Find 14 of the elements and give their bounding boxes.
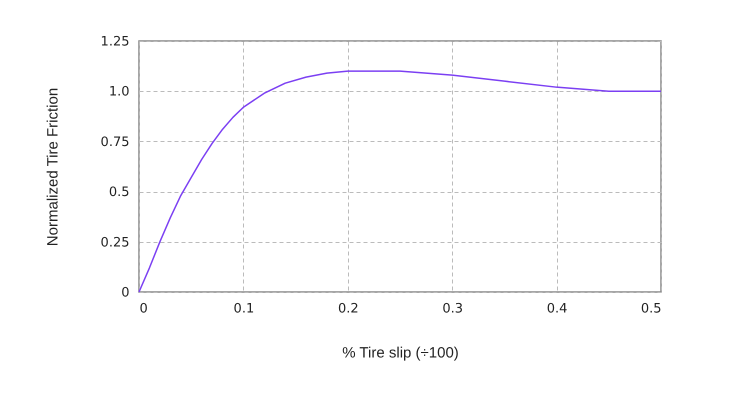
y-tick-label: 0.5 <box>108 185 130 200</box>
x-tick-label: 0.1 <box>234 302 254 316</box>
x-tick-label: 0.2 <box>338 302 359 316</box>
y-tick-label: 1.25 <box>100 34 130 50</box>
x-axis-title: % Tire slip (÷100) <box>342 344 459 362</box>
y-tick-label: 0 <box>121 286 130 300</box>
x-tick-label: 0.5 <box>640 302 662 316</box>
y-tick-label: 0.75 <box>100 134 130 150</box>
x-tick-label: 0.4 <box>546 302 568 316</box>
y-tick-label: 1.0 <box>108 84 130 100</box>
x-tick-label: 0.3 <box>442 302 464 316</box>
y-axis-title: Normalized Tire Friction <box>44 88 62 246</box>
y-tick-label: 0.25 <box>100 235 130 250</box>
x-tick-label: 0 <box>140 302 148 316</box>
